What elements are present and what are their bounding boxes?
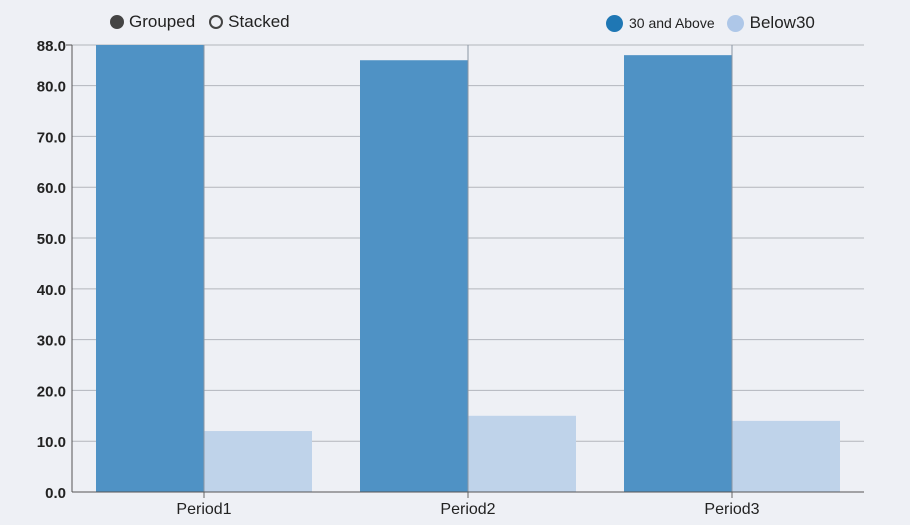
y-tick-label: 40.0 [37, 282, 66, 299]
bar-period2-series1 [360, 60, 468, 492]
legend-swatch-icon [726, 14, 744, 32]
y-tick-label: 70.0 [37, 129, 66, 146]
grouped-label: Grouped [129, 12, 196, 31]
chart-mode-controls: Grouped Stacked [110, 12, 290, 32]
stacked-radio[interactable]: Stacked [209, 12, 290, 32]
bar-period2-series2 [468, 415, 576, 492]
legend-item-below30[interactable]: Below30 [726, 13, 815, 33]
legend-item-30-and-above[interactable]: 30 and Above [606, 14, 715, 32]
legend-swatch-icon [606, 14, 623, 32]
bar-period3-series1 [624, 55, 732, 493]
bar-period1-series2 [204, 431, 312, 492]
y-tick-label: 30.0 [37, 333, 66, 350]
bar-period3-series2 [732, 420, 840, 492]
bar-period1-series1 [96, 45, 204, 492]
legend-label: Below30 [749, 13, 815, 32]
x-tick-label: Period1 [176, 501, 231, 518]
y-tick-label: 50.0 [37, 231, 66, 248]
chart-legend: 30 and Above Below30 [606, 13, 815, 33]
stacked-label: Stacked [228, 12, 290, 31]
y-tick-label: 60.0 [37, 180, 66, 197]
grouped-radio[interactable]: Grouped [110, 12, 195, 32]
y-tick-label: 88.0 [37, 38, 66, 55]
y-tick-label: 20.0 [37, 383, 66, 400]
y-tick-label: 80.0 [37, 79, 66, 96]
y-tick-label: 10.0 [37, 434, 66, 451]
x-tick-label: Period2 [440, 501, 495, 518]
x-tick-label: Period3 [704, 501, 759, 518]
legend-label: 30 and Above [629, 15, 715, 31]
y-tick-label: 0.0 [45, 485, 66, 502]
radio-empty-icon [209, 15, 224, 29]
radio-filled-icon [110, 15, 124, 29]
